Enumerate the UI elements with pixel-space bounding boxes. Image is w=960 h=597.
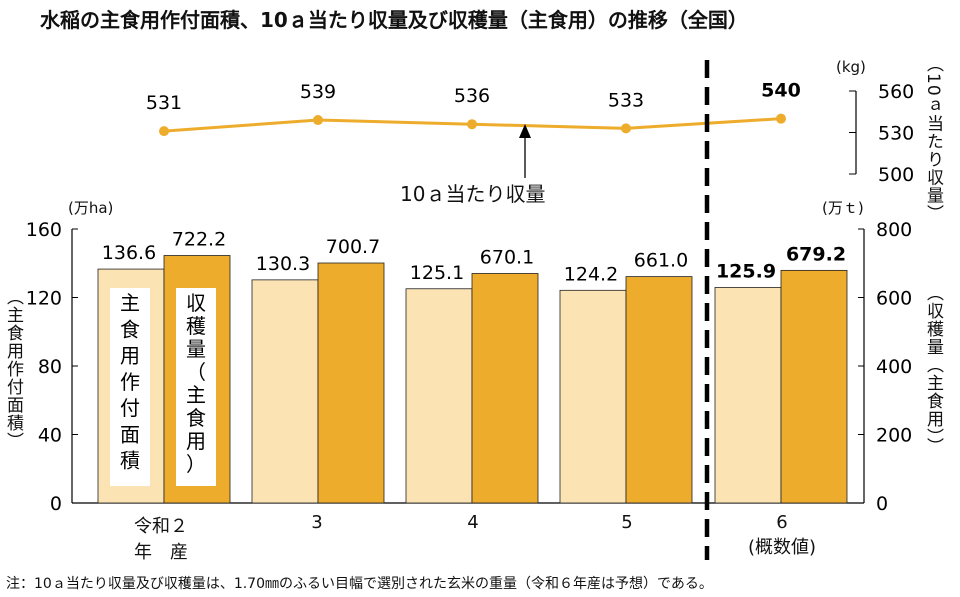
bar-area-label: 130.3 (256, 253, 310, 275)
line-tick-label: 530 (878, 123, 914, 145)
yield-point (776, 113, 786, 124)
right-axis-unit: (万ｔ) (822, 199, 864, 217)
footnote: 注：10ａ当たり収量及び収穫量は、1.70㎜のふるい目幅で選別された玄米の重量（… (6, 576, 713, 592)
x-label-r4: 4 (428, 512, 518, 533)
bar-harvest (780, 269, 848, 504)
left-tick-label: 40 (38, 425, 62, 447)
right-tick-label: 600 (876, 288, 912, 310)
chart-title: 水稲の主食用作付面積、10ａ当たり収量及び収穫量（主食用）の推移（全国） (40, 8, 748, 32)
line-axis-unit: (kg) (836, 58, 866, 76)
right-axis-title: （収穫量（主食用）） (923, 284, 943, 456)
legend-area-char: 用 (120, 344, 140, 368)
legend-harvest-char: 収 (186, 291, 206, 315)
bar-harvest (471, 273, 539, 504)
legend-harvest-char: 主 (186, 383, 206, 407)
bar-area (405, 288, 473, 504)
left-axis-unit: (万ha) (68, 199, 114, 217)
legend-harvest-char: （ (186, 360, 206, 384)
bar-harvest (317, 262, 385, 504)
bar-area (559, 289, 627, 504)
yield-point-label: 540 (761, 80, 801, 102)
legend-harvest-char: 食 (186, 406, 206, 430)
bar-area-label: 125.1 (410, 262, 464, 284)
legend-area-char: 付 (120, 396, 140, 420)
right-tick-label: 800 (876, 219, 912, 241)
bar-harvest-label: 722.2 (172, 229, 226, 251)
x-label-r6: 6 (概数値) (737, 512, 827, 559)
line-annotation: 10ａ当たり収量 (400, 182, 546, 206)
legend-area-char: 積 (120, 449, 140, 473)
x-label-r2-line1: 令和２ (134, 516, 188, 537)
bar-harvest-label: 679.2 (786, 243, 846, 265)
left-axis-title: （主食用作付面積） (3, 288, 23, 450)
bar-harvest (625, 276, 693, 504)
right-tick-label: 0 (876, 493, 888, 515)
legend-harvest-char: 穫 (186, 314, 206, 338)
right-tick-label: 400 (876, 356, 912, 378)
legend-area-char: 面 (120, 422, 140, 446)
x-label-r3-line1: 3 (311, 512, 323, 533)
legend-harvest-char: ） (186, 452, 206, 476)
bar-harvest-label: 700.7 (326, 236, 380, 258)
annotation-arrow-head (519, 124, 531, 138)
left-tick-label: 80 (38, 356, 62, 378)
bar-area (714, 286, 782, 504)
x-label-r5: 5 (582, 512, 672, 533)
left-tick-label: 120 (26, 288, 62, 310)
right-tick-label: 200 (876, 425, 912, 447)
x-label-r2: 令和２ 年 産 (116, 512, 206, 564)
yield-point-label: 539 (300, 81, 336, 103)
line-tick-label: 560 (878, 81, 914, 103)
left-tick-label: 160 (26, 219, 62, 241)
x-label-r3: 3 (272, 512, 362, 533)
line-axis-title: （10ａ当たり収量） (923, 55, 943, 223)
legend-harvest-char: 量 (186, 337, 206, 361)
x-label-r2-line2: 年 産 (134, 542, 188, 563)
yield-point-label: 536 (454, 85, 490, 107)
yield-point (467, 119, 477, 130)
legend-area-char: 作 (120, 370, 140, 394)
legend-box-area (110, 288, 150, 486)
left-tick-label: 0 (50, 493, 62, 515)
legend-area-char: 主 (120, 291, 140, 315)
legend-area-char: 食 (120, 317, 140, 341)
x-label-r4-line1: 4 (467, 512, 479, 533)
x-label-r6-line2: (概数値) (747, 537, 817, 558)
legend-harvest-char: 用 (186, 429, 206, 453)
bar-area-label: 125.9 (716, 260, 776, 282)
line-tick-label: 500 (878, 164, 914, 186)
x-label-r6-line1: 6 (776, 512, 788, 533)
bar-area-label: 124.2 (564, 263, 618, 285)
yield-point-label: 533 (608, 89, 644, 111)
yield-point-label: 531 (146, 92, 182, 114)
bar-area (251, 279, 319, 504)
bar-harvest-label: 661.0 (634, 250, 688, 272)
yield-point (313, 115, 323, 126)
legend-box-harvest (176, 288, 216, 486)
x-label-r5-line1: 5 (621, 512, 633, 533)
yield-point (621, 123, 631, 134)
yield-point (159, 126, 169, 137)
bar-area-label: 136.6 (102, 242, 156, 264)
bar-harvest-label: 670.1 (480, 246, 534, 268)
